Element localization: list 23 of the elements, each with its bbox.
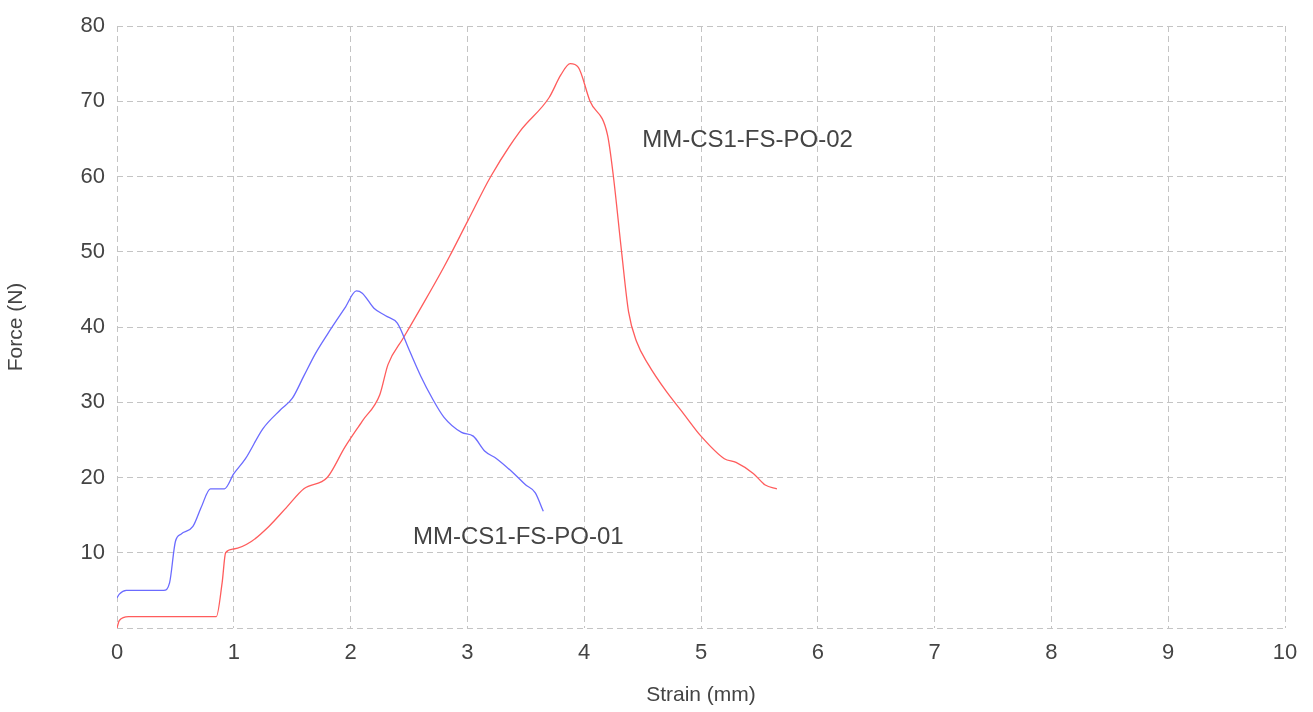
series-label: MM-CS1-FS-PO-02 bbox=[642, 125, 853, 153]
x-tick-label: 3 bbox=[461, 639, 474, 665]
x-tick-label: 7 bbox=[928, 639, 941, 665]
x-tick-label: 2 bbox=[344, 639, 357, 665]
y-tick-label: 60 bbox=[80, 162, 105, 188]
x-tick-label: 0 bbox=[110, 639, 124, 665]
y-tick-label: 40 bbox=[80, 313, 105, 339]
x-tick-label: 8 bbox=[1045, 639, 1058, 665]
y-tick-label: 80 bbox=[80, 12, 105, 38]
series-label: MM-CS1-FS-PO-01 bbox=[412, 521, 624, 549]
x-tick-label: 6 bbox=[811, 639, 824, 665]
y-tick-label: 10 bbox=[80, 538, 105, 564]
x-tick-label: 9 bbox=[1162, 639, 1175, 665]
y-tick-label: 70 bbox=[80, 87, 105, 113]
y-tick-label: 50 bbox=[80, 237, 105, 263]
x-tick-label: 4 bbox=[578, 639, 591, 665]
x-tick-label: 10 bbox=[1272, 639, 1298, 665]
y-axis-title: Force (N) bbox=[3, 282, 27, 372]
x-tick-label: 1 bbox=[227, 639, 240, 665]
y-tick-label: 20 bbox=[80, 463, 105, 489]
x-tick-label: 5 bbox=[694, 639, 708, 665]
x-axis-title: Strain (mm) bbox=[646, 682, 756, 706]
y-tick-label: 30 bbox=[80, 388, 105, 414]
